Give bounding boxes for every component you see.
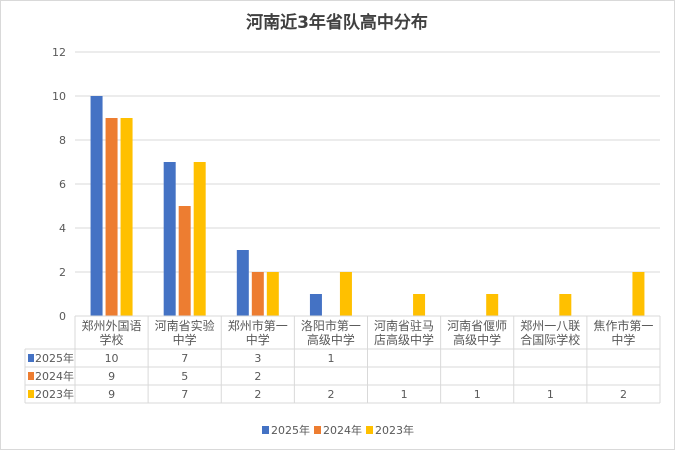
y-tick-label: 12 bbox=[52, 46, 66, 59]
category-label: 河南省偃师 bbox=[447, 318, 507, 333]
category-label: 中学 bbox=[173, 332, 197, 347]
legend-key bbox=[262, 426, 269, 434]
y-tick-label: 10 bbox=[52, 90, 66, 103]
y-tick-label: 6 bbox=[59, 178, 66, 191]
table-value: 9 bbox=[108, 370, 115, 383]
bar-2024年-2 bbox=[251, 272, 264, 316]
y-tick-label: 0 bbox=[59, 310, 66, 323]
legend-label: 2025年 bbox=[271, 423, 310, 437]
bar-2024年-0 bbox=[105, 118, 118, 316]
bar-2024年-1 bbox=[178, 206, 191, 316]
category-label: 郑州一八联 bbox=[520, 318, 580, 333]
table-value: 7 bbox=[181, 388, 188, 401]
table-value: 7 bbox=[181, 352, 188, 365]
bar-2023年-4 bbox=[413, 294, 426, 316]
category-label: 洛阳市第一 bbox=[301, 318, 361, 333]
category-label: 郑州外国语 bbox=[82, 318, 142, 333]
table-legend-key bbox=[28, 390, 34, 398]
category-label: 郑州市第一 bbox=[228, 318, 288, 333]
bar-2023年-3 bbox=[339, 272, 352, 316]
category-label: 中学 bbox=[246, 332, 270, 347]
bar-2023年-1 bbox=[193, 162, 206, 316]
table-value: 2 bbox=[327, 388, 334, 401]
category-label: 焦作市第一 bbox=[593, 318, 653, 333]
legend-key bbox=[314, 426, 321, 434]
table-value: 1 bbox=[547, 388, 554, 401]
legend-label: 2024年 bbox=[323, 423, 362, 437]
y-tick-label: 4 bbox=[59, 222, 66, 235]
table-value: 5 bbox=[181, 370, 188, 383]
category-label: 合国际学校 bbox=[520, 332, 580, 347]
table-series-label: 2025年 bbox=[35, 351, 74, 365]
category-label: 河南省驻马 bbox=[374, 318, 434, 333]
bar-2023年-7 bbox=[632, 272, 645, 316]
bar-2023年-5 bbox=[486, 294, 499, 316]
y-tick-label: 2 bbox=[59, 266, 66, 279]
bar-2025年-3 bbox=[309, 294, 322, 316]
table-value: 1 bbox=[401, 388, 408, 401]
category-label: 高级中学 bbox=[453, 332, 501, 347]
table-value: 2 bbox=[254, 370, 261, 383]
table-series-label: 2024年 bbox=[35, 369, 74, 383]
table-value: 2 bbox=[254, 388, 261, 401]
table-value: 2 bbox=[620, 388, 627, 401]
y-tick-label: 8 bbox=[59, 134, 66, 147]
category-label: 河南省实验 bbox=[155, 318, 215, 333]
table-series-label: 2023年 bbox=[35, 387, 74, 401]
legend-label: 2023年 bbox=[375, 423, 414, 437]
bar-2023年-6 bbox=[559, 294, 572, 316]
table-value: 1 bbox=[474, 388, 481, 401]
bar-2023年-2 bbox=[266, 272, 279, 316]
legend-key bbox=[366, 426, 373, 434]
category-label: 店高级中学 bbox=[374, 332, 434, 347]
category-label: 高级中学 bbox=[307, 332, 355, 347]
table-value: 10 bbox=[105, 352, 119, 365]
bar-2025年-0 bbox=[90, 96, 103, 316]
table-legend-key bbox=[28, 372, 34, 380]
bar-2023年-0 bbox=[120, 118, 133, 316]
chart-title: 河南近3年省队高中分布 bbox=[246, 12, 428, 33]
bar-2025年-1 bbox=[163, 162, 176, 316]
category-label: 中学 bbox=[611, 332, 635, 347]
table-value: 1 bbox=[327, 352, 334, 365]
category-label: 学校 bbox=[100, 332, 124, 347]
bar-2025年-2 bbox=[236, 250, 249, 316]
table-value: 9 bbox=[108, 388, 115, 401]
table-value: 3 bbox=[254, 352, 261, 365]
table-legend-key bbox=[28, 354, 34, 362]
